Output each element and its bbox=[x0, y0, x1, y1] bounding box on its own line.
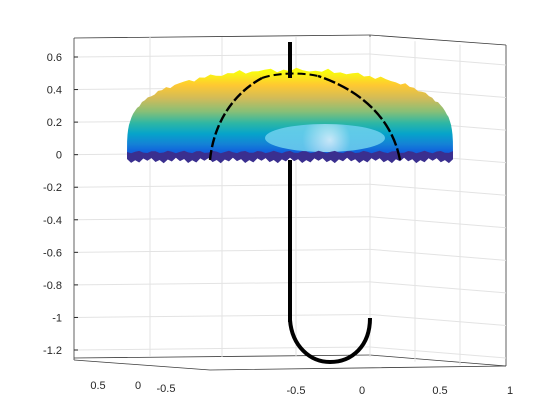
y-tick-label: 0.5 bbox=[90, 380, 105, 392]
x-axis-ticks: -0.5 0 0.5 1 bbox=[287, 385, 514, 397]
back-wall-top bbox=[73, 34, 371, 39]
z-tick-label: -0.8 bbox=[43, 280, 62, 292]
z-tick-label: -0.4 bbox=[43, 215, 62, 227]
x-tick-label: -0.5 bbox=[287, 385, 306, 397]
canopy-rim bbox=[127, 150, 453, 164]
z-tick-label: -0.2 bbox=[43, 182, 62, 194]
z-tick-label: -1 bbox=[52, 312, 62, 324]
y-tick-label: 0 bbox=[135, 380, 141, 392]
rib-left bbox=[208, 76, 263, 161]
right-wall-top bbox=[369, 34, 507, 46]
z-grid-line-side bbox=[369, 248, 507, 261]
z-tick-label: 0.6 bbox=[47, 52, 62, 64]
x-tick-label: 1 bbox=[507, 385, 513, 397]
z-tick-label: -1.2 bbox=[43, 345, 62, 357]
z-tick-label: 0.2 bbox=[47, 117, 62, 129]
z-axis-ticks: 0.6 0.4 0.2 0 -0.2 -0.4 -0.6 -0.8 -1 -1.2 bbox=[43, 52, 78, 357]
floor-right bbox=[369, 354, 507, 367]
z-tick-label: -0.6 bbox=[43, 247, 62, 259]
z-tick-label: 0 bbox=[56, 150, 62, 162]
z-grid-line-side bbox=[369, 281, 507, 294]
z-grid-line-side bbox=[369, 313, 507, 326]
y-tick-label: -0.5 bbox=[157, 383, 176, 395]
floor-front bbox=[73, 359, 507, 371]
z-grid-line-side bbox=[369, 216, 507, 229]
z-grid-line-side bbox=[369, 53, 507, 66]
z-tick-label: 0.4 bbox=[47, 85, 62, 97]
hook bbox=[288, 317, 372, 365]
x-tick-label: 0 bbox=[359, 385, 365, 397]
x-tick-label: 0.5 bbox=[432, 385, 447, 397]
canopy-surface bbox=[127, 67, 453, 164]
z-grid-line-side bbox=[369, 183, 507, 196]
z-grid-line-side bbox=[369, 346, 507, 359]
rib-right bbox=[317, 74, 402, 161]
y-axis-ticks: 0.5 0 -0.5 bbox=[90, 380, 175, 395]
umbrella-handle bbox=[288, 42, 372, 365]
canopy-highlight bbox=[265, 124, 385, 152]
